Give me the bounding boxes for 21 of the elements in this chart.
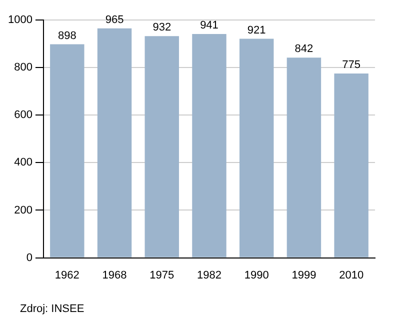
data-label: 965 bbox=[105, 14, 124, 26]
x-tick-label: 1968 bbox=[102, 269, 127, 282]
x-tick-label: 1982 bbox=[196, 269, 222, 282]
text: Zdroj: INSEE bbox=[20, 303, 84, 315]
data-label: 842 bbox=[294, 43, 314, 56]
x-tick-label: 1990 bbox=[244, 269, 269, 282]
data-label: 775 bbox=[342, 59, 360, 72]
data-label: 898 bbox=[58, 30, 76, 42]
x-tick-label: 1999 bbox=[292, 269, 316, 282]
x-tick-label: 1962 bbox=[54, 269, 80, 282]
y-tick-label: 0 bbox=[26, 252, 32, 264]
y-tick-label: 400 bbox=[14, 156, 32, 169]
x-tick-label: 1975 bbox=[150, 269, 174, 282]
data-label: 941 bbox=[200, 20, 218, 32]
x-tick-label: 2010 bbox=[339, 269, 364, 282]
y-tick-label: 200 bbox=[14, 204, 32, 216]
data-label: 932 bbox=[152, 22, 172, 34]
data-label: 921 bbox=[247, 24, 266, 36]
y-tick-label: 800 bbox=[14, 62, 32, 74]
y-tick-label: 600 bbox=[14, 109, 32, 122]
y-tick-label: 1000 bbox=[8, 14, 32, 26]
